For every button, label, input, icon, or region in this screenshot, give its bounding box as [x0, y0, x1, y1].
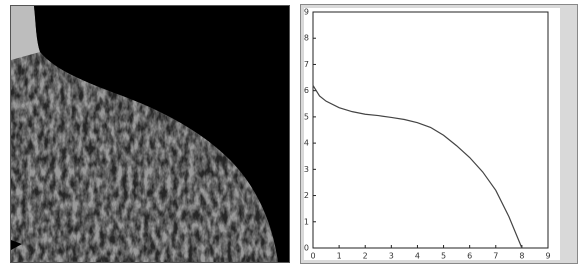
- x-tick-label: 3: [389, 252, 394, 261]
- y-tick-label: 5: [304, 112, 309, 121]
- x-tick-label: 0: [310, 252, 315, 261]
- x-tick-label: 9: [545, 252, 550, 261]
- x-tick-label: 4: [415, 252, 420, 261]
- y-tick-label: 1: [304, 217, 309, 226]
- x-tick-label: 6: [467, 252, 472, 261]
- y-tick-label: 4: [304, 139, 309, 148]
- y-tick-label: 9: [304, 8, 309, 17]
- x-tick-label: 2: [363, 252, 368, 261]
- figure: 0 1 2 3 4 5 6 7 8 9 0 1 2 3 4 5 6 7 8 9: [0, 0, 581, 266]
- y-tick-label: 8: [304, 34, 309, 43]
- y-tick-label: 6: [304, 86, 309, 95]
- y-tick-label: 3: [304, 165, 309, 174]
- y-tick-label: 2: [304, 191, 309, 200]
- chart-background: [304, 8, 560, 260]
- x-tick-label: 1: [337, 252, 342, 261]
- x-tick-label: 5: [441, 252, 446, 261]
- x-tick-label: 8: [519, 252, 524, 261]
- y-tick-label: 7: [304, 60, 309, 69]
- y-tick-label: 0: [304, 244, 309, 253]
- page: 01234567890123456789 (() => { const data…: [0, 0, 581, 266]
- micrograph: [11, 6, 289, 262]
- x-tick-label: 7: [493, 252, 498, 261]
